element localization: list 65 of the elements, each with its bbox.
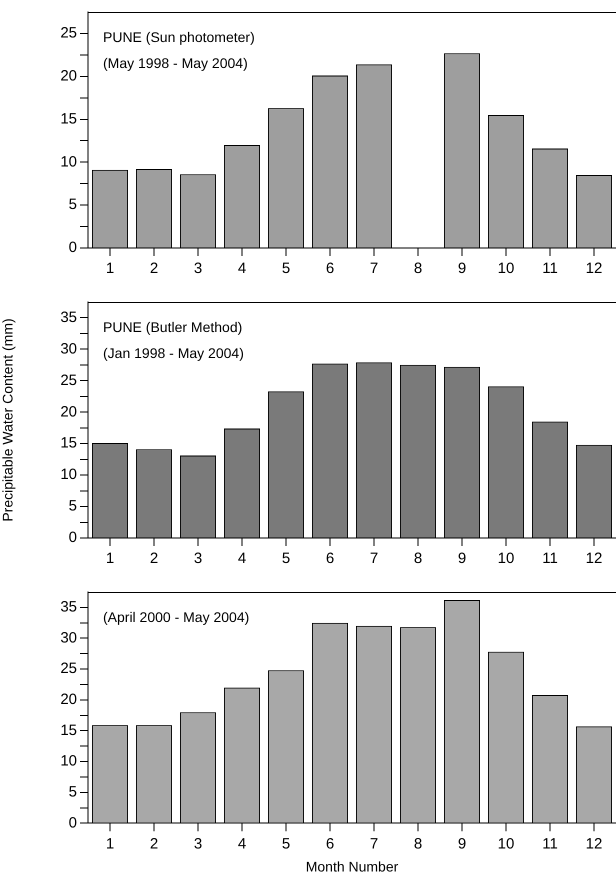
x-tick-label: 3: [194, 550, 202, 568]
x-tick-label: 6: [326, 550, 334, 568]
x-tick-label: 2: [150, 550, 158, 568]
x-tick-label: 6: [326, 835, 334, 852]
y-tick-label: 25: [60, 372, 77, 389]
y-tick-label: 20: [60, 68, 77, 85]
x-tick-label: 8: [414, 550, 422, 568]
y-tick-label: 15: [60, 722, 77, 739]
x-tick-label: 10: [498, 835, 514, 852]
y-tick-label: 10: [60, 752, 77, 770]
x-tick-label: 4: [238, 835, 246, 852]
y-tick-label: 20: [60, 691, 77, 708]
y-tick-label: 35: [60, 598, 77, 616]
x-tick-label: 2: [150, 835, 158, 852]
x-tick-label: 5: [282, 260, 290, 278]
x-tick-label: 7: [370, 260, 378, 278]
y-tick-label: 0: [68, 529, 77, 546]
y-tick-label: 35: [60, 308, 77, 326]
y-tick-label: 25: [60, 660, 77, 678]
x-tick-label: 12: [586, 260, 602, 278]
x-tick-label: 1: [106, 260, 114, 278]
x-tick-label: 11: [542, 260, 558, 278]
x-tick-label: 2: [150, 260, 158, 278]
x-tick-label: 11: [542, 835, 558, 852]
y-tick-label: 10: [60, 153, 77, 170]
y-tick-label: 0: [68, 239, 77, 256]
x-tick-label: 8: [414, 835, 422, 852]
y-tick-label: 15: [60, 434, 77, 452]
x-tick-label: 4: [238, 260, 246, 278]
y-tick-label: 5: [68, 784, 77, 801]
annotation: (April 2000 - May 2004): [103, 608, 250, 625]
x-tick-label: 7: [370, 550, 378, 568]
y-tick-label: 15: [60, 110, 77, 128]
x-tick-label: 7: [370, 835, 378, 852]
y-tick-label: 20: [60, 403, 77, 420]
x-tick-label: 8: [414, 260, 422, 278]
x-tick-label: 11: [542, 550, 558, 568]
x-tick-label: 12: [586, 835, 602, 852]
x-tick-label: 9: [458, 550, 466, 568]
y-tick-label: 5: [68, 196, 77, 214]
x-tick-label: 1: [106, 835, 114, 852]
x-tick-label: 4: [238, 550, 246, 568]
x-tick-label: 1: [106, 550, 114, 568]
x-tick-label: 5: [282, 550, 290, 568]
y-tick-label: 5: [68, 498, 77, 515]
x-tick-label: 9: [458, 260, 466, 278]
annotation: (May 1998 - May 2004): [103, 54, 248, 71]
x-tick-label: 3: [194, 260, 202, 278]
annotation: PUNE (Butler Method): [103, 318, 242, 335]
y-tick-label: 0: [68, 814, 77, 832]
y-tick-label: 30: [60, 629, 77, 646]
y-tick-label: 25: [60, 24, 77, 42]
y-tick-label: 10: [60, 466, 77, 484]
x-tick-label: 10: [498, 550, 514, 568]
x-tick-label: 6: [326, 260, 334, 278]
x-tick-label: 12: [586, 550, 602, 568]
annotation: (Jan 1998 - May 2004): [103, 344, 244, 361]
x-axis-title: Month Number: [306, 858, 399, 874]
x-tick-label: 9: [458, 835, 466, 852]
x-tick-label: 10: [498, 260, 514, 278]
x-tick-label: 5: [282, 835, 290, 852]
y-tick-label: 30: [60, 340, 77, 358]
annotation: PUNE (Sun photometer): [103, 28, 255, 45]
y-axis-title: Precipitable Water Content (mm): [0, 318, 16, 522]
x-tick-label: 3: [194, 835, 202, 852]
